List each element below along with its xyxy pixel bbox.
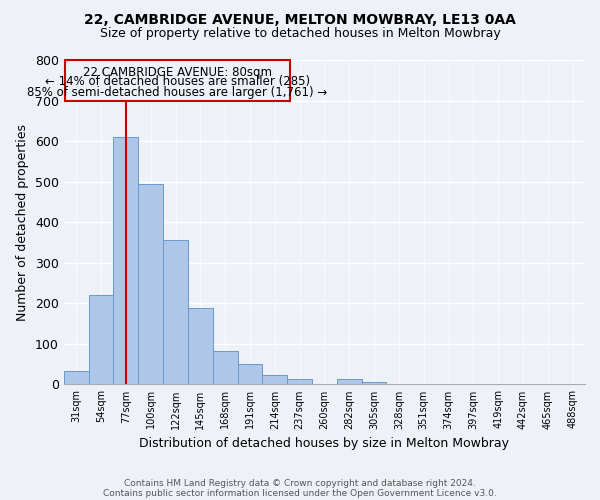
Text: Size of property relative to detached houses in Melton Mowbray: Size of property relative to detached ho… bbox=[100, 28, 500, 40]
Bar bbox=[163, 240, 188, 384]
Bar bbox=[138, 184, 163, 384]
Bar bbox=[362, 382, 386, 384]
Text: Contains public sector information licensed under the Open Government Licence v3: Contains public sector information licen… bbox=[103, 488, 497, 498]
Bar bbox=[287, 379, 312, 384]
Text: Contains HM Land Registry data © Crown copyright and database right 2024.: Contains HM Land Registry data © Crown c… bbox=[124, 478, 476, 488]
Bar bbox=[262, 375, 287, 384]
Bar bbox=[64, 371, 89, 384]
Text: ← 14% of detached houses are smaller (285): ← 14% of detached houses are smaller (28… bbox=[45, 76, 310, 88]
Text: 22, CAMBRIDGE AVENUE, MELTON MOWBRAY, LE13 0AA: 22, CAMBRIDGE AVENUE, MELTON MOWBRAY, LE… bbox=[84, 12, 516, 26]
X-axis label: Distribution of detached houses by size in Melton Mowbray: Distribution of detached houses by size … bbox=[139, 437, 509, 450]
Bar bbox=[89, 295, 113, 384]
Bar bbox=[213, 351, 238, 384]
Text: 22 CAMBRIDGE AVENUE: 80sqm: 22 CAMBRIDGE AVENUE: 80sqm bbox=[83, 66, 272, 79]
Bar bbox=[337, 379, 362, 384]
Y-axis label: Number of detached properties: Number of detached properties bbox=[16, 124, 29, 320]
Bar bbox=[113, 137, 138, 384]
Bar bbox=[238, 364, 262, 384]
Text: 85% of semi-detached houses are larger (1,761) →: 85% of semi-detached houses are larger (… bbox=[27, 86, 328, 98]
FancyBboxPatch shape bbox=[65, 60, 290, 100]
Bar bbox=[188, 308, 213, 384]
